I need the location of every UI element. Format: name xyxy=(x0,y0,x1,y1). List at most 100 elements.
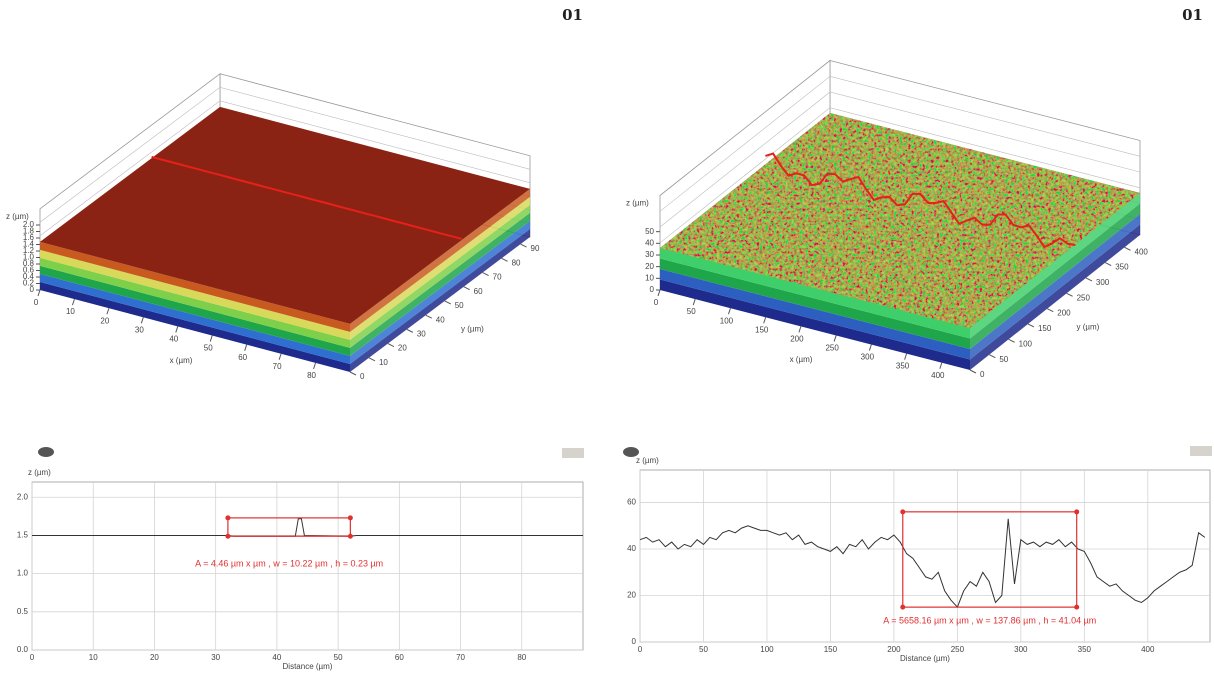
x-tick xyxy=(314,363,316,369)
x-tick xyxy=(210,336,212,342)
x-tick-label: 100 xyxy=(720,316,734,325)
x-tick xyxy=(176,326,178,332)
y-tick-label: 30 xyxy=(417,329,426,338)
y-tick xyxy=(426,315,432,318)
x-tick xyxy=(141,317,143,323)
measure-point xyxy=(225,515,230,520)
y-tick-label: 20 xyxy=(627,591,636,600)
toolbar-tab xyxy=(1190,446,1212,456)
x-axis-title: Distance (µm) xyxy=(283,662,333,671)
y-tick-label: 40 xyxy=(436,315,445,324)
y-tick-label: 200 xyxy=(1057,309,1071,318)
z-tick-label: 2.0 xyxy=(23,220,35,229)
measure-point xyxy=(900,509,905,514)
y-tick xyxy=(1028,324,1034,327)
panel-label: 01 xyxy=(1182,6,1203,24)
y-tick-label: 70 xyxy=(493,273,502,282)
panel-label: 01 xyxy=(562,6,583,24)
x-tick xyxy=(658,290,660,296)
y-tick xyxy=(407,329,413,332)
x-tick-label: 150 xyxy=(755,325,769,334)
x-tick-label: 10 xyxy=(89,653,98,662)
y-tick-label: 0 xyxy=(632,637,637,646)
z-tick-label: 40 xyxy=(645,238,654,247)
x-tick-label: 30 xyxy=(211,653,220,662)
y-tick-label: 0 xyxy=(980,370,985,379)
measure-point xyxy=(1074,509,1079,514)
y-axis-title: z (µm) xyxy=(636,456,659,465)
y-tick-label: 1.0 xyxy=(17,569,29,578)
x-tick-label: 50 xyxy=(204,344,213,353)
x-tick-label: 150 xyxy=(824,645,838,654)
y-tick xyxy=(483,273,489,276)
y-tick-label: 150 xyxy=(1038,324,1052,333)
x-axis-title: x (µm) xyxy=(170,356,193,365)
y-axis-title: y (µm) xyxy=(1077,322,1100,331)
x-tick-label: 0 xyxy=(638,645,643,654)
x-tick xyxy=(72,299,74,305)
x-axis-title: Distance (µm) xyxy=(900,654,950,663)
y-axis-title: y (µm) xyxy=(461,324,484,333)
z-tick-label: 50 xyxy=(645,227,654,236)
y-tick xyxy=(1009,339,1015,342)
x-tick-label: 20 xyxy=(150,653,159,662)
x-tick xyxy=(764,317,766,323)
y-tick-label: 50 xyxy=(999,355,1008,364)
x-tick-label: 0 xyxy=(34,298,39,307)
y-tick xyxy=(1105,263,1111,266)
y-tick xyxy=(445,301,451,304)
x-tick-label: 100 xyxy=(760,645,774,654)
x-tick xyxy=(279,354,281,360)
x-tick-label: 80 xyxy=(517,653,526,662)
y-tick xyxy=(1067,293,1073,296)
x-tick xyxy=(728,308,730,314)
y-tick xyxy=(970,370,976,373)
y-tick xyxy=(1125,247,1131,250)
annotation: A = 4.46 µm x µm , w = 10.22 µm , h = 0.… xyxy=(195,559,383,569)
y-tick-label: 60 xyxy=(474,287,483,296)
y-tick-label: 80 xyxy=(512,258,521,267)
x-tick xyxy=(107,308,109,314)
x-tick-label: 70 xyxy=(456,653,465,662)
y-tick-label: 400 xyxy=(1135,247,1149,256)
z-tick-label: 0 xyxy=(650,285,655,294)
y-axis-title: z (µm) xyxy=(28,468,51,477)
x-tick xyxy=(38,290,40,296)
y-tick xyxy=(1086,278,1092,281)
x-tick-label: 400 xyxy=(931,371,945,380)
y-tick-label: 1.5 xyxy=(17,531,29,540)
x-tick-label: 40 xyxy=(169,335,178,344)
z-axis-title: z (µm) xyxy=(6,212,29,221)
y-tick-label: 10 xyxy=(379,358,388,367)
y-tick xyxy=(1047,309,1053,312)
measure-point xyxy=(225,534,230,539)
y-tick-label: 250 xyxy=(1077,293,1091,302)
x-tick-label: 40 xyxy=(272,653,281,662)
y-tick-label: 0.0 xyxy=(17,645,29,654)
y-tick-label: 2.0 xyxy=(17,492,29,501)
y-tick-label: 90 xyxy=(531,244,540,253)
x-tick-label: 0 xyxy=(30,653,35,662)
y-tick-label: 60 xyxy=(627,498,636,507)
x-tick-label: 80 xyxy=(307,371,316,380)
y-tick-label: 40 xyxy=(627,544,636,553)
measure-point xyxy=(348,534,353,539)
x-tick xyxy=(799,326,801,332)
x-tick-label: 30 xyxy=(135,325,144,334)
x-tick-label: 50 xyxy=(699,645,708,654)
x-tick-label: 300 xyxy=(861,353,875,362)
y-tick xyxy=(350,372,356,375)
y-tick xyxy=(502,258,508,261)
z-tick-label: 10 xyxy=(645,273,654,282)
x-tick-label: 400 xyxy=(1141,645,1155,654)
x-tick xyxy=(834,335,836,341)
annotation: A = 5658.16 µm x µm , w = 137.86 µm , h … xyxy=(883,616,1096,626)
x-tick-label: 350 xyxy=(1078,645,1092,654)
y-tick xyxy=(464,287,470,290)
figure: 01020304050607080010203040506070809000.2… xyxy=(0,0,1214,686)
y-tick-label: 100 xyxy=(1019,339,1033,348)
x-tick-label: 300 xyxy=(1014,645,1028,654)
z-axis-title: z (µm) xyxy=(626,199,649,208)
x-tick xyxy=(869,345,871,351)
x-tick xyxy=(693,299,695,305)
